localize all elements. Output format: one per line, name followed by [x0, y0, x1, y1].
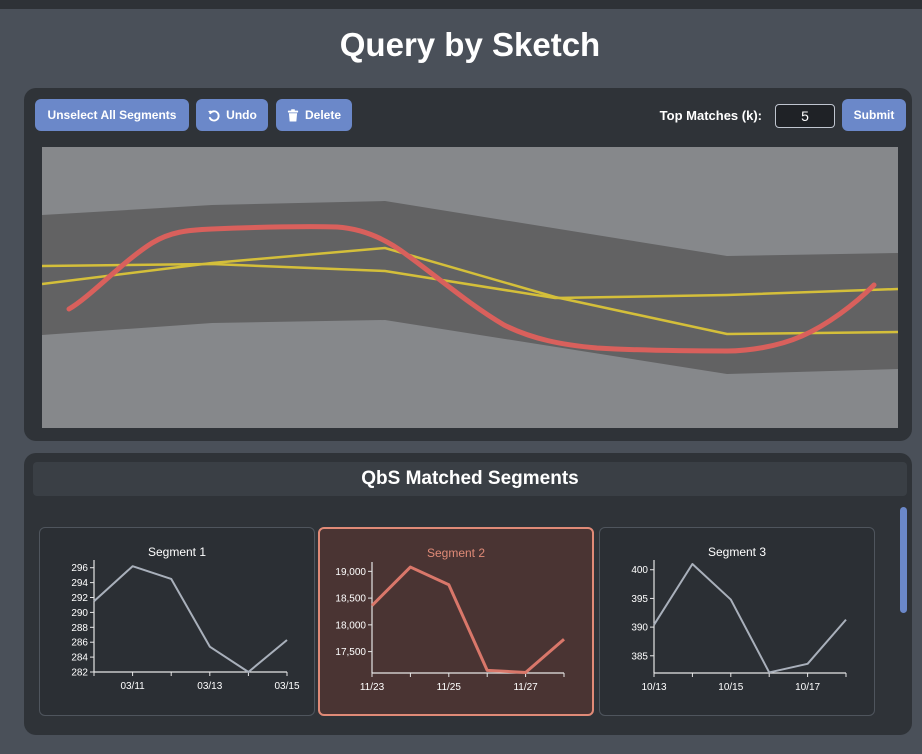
series-line	[653, 563, 847, 674]
undo-icon	[208, 109, 220, 121]
x-tick-label: 10/13	[641, 682, 666, 693]
submit-label: Submit	[853, 108, 895, 122]
y-tick-label: 290	[71, 608, 88, 619]
segment-2-chart: 19,000 18,500 18,000 17,500 11/23 11/25 11/27	[335, 562, 565, 693]
sketch-guide-line-2	[42, 246, 898, 336]
y-tick-label: 395	[631, 594, 648, 605]
y-tick-label: 17,500	[335, 647, 366, 658]
segment-card-1[interactable]: Segment 1 296 294 292 290 288 286 284 282 03/11 0…	[39, 527, 315, 716]
top-matches-label: Top Matches (k):	[659, 108, 762, 123]
delete-label: Delete	[304, 108, 342, 122]
trash-icon	[287, 108, 299, 121]
sketch-range-band	[42, 201, 898, 374]
series-line	[93, 565, 288, 673]
sketch-stroke	[66, 224, 877, 354]
x-tick-label: 03/13	[197, 681, 222, 692]
y-tick-label: 284	[71, 653, 88, 664]
segment-3-title: Segment 3	[707, 545, 767, 559]
top-matches-input[interactable]	[775, 104, 835, 128]
x-tick-label: 03/11	[120, 681, 145, 692]
matched-segments-heading: QbS Matched Segments	[33, 462, 907, 496]
x-tick-label: 10/15	[718, 682, 743, 693]
y-tick-label: 288	[71, 623, 88, 634]
y-tick-label: 294	[71, 578, 88, 589]
segment-1-chart: 296 294 292 290 288 286 284 282 03/11 03/13 03/15	[71, 560, 300, 692]
results-scrollbar[interactable]	[900, 507, 907, 613]
x-tick-label: 03/15	[274, 681, 299, 692]
y-tick-label: 390	[631, 623, 648, 634]
segment-3-chart: 400 395 390 385 10/13 10/15 10/17	[631, 560, 847, 693]
page-title: Query by Sketch	[339, 26, 601, 63]
undo-label: Undo	[226, 108, 257, 122]
y-tick-label: 385	[631, 651, 648, 662]
segment-card-3[interactable]: Segment 3 400 395 390 385 10/13 10/15 10/17	[599, 527, 875, 716]
y-tick-label: 18,000	[335, 620, 366, 631]
sketch-canvas[interactable]	[42, 147, 898, 428]
x-tick-label: 11/27	[513, 682, 538, 693]
x-tick-label: 11/25	[437, 682, 462, 693]
segment-1-title: Segment 1	[147, 545, 207, 559]
y-tick-label: 18,500	[335, 594, 366, 605]
y-tick-label: 400	[631, 565, 648, 576]
y-tick-label: 19,000	[335, 567, 366, 578]
x-tick-label: 10/17	[795, 682, 820, 693]
segment-card-2[interactable]: Segment 2 19,000 18,500 18,000 17,500 11/23 1…	[318, 527, 594, 716]
submit-button[interactable]: Submit	[842, 99, 906, 131]
x-tick-label: 11/23	[360, 682, 385, 693]
sketch-guide-line-1	[42, 262, 898, 300]
unselect-all-label: Unselect All Segments	[47, 108, 177, 122]
top-bar	[0, 0, 922, 9]
unselect-all-segments-button[interactable]: Unselect All Segments	[35, 99, 189, 131]
y-tick-label: 296	[71, 563, 88, 574]
matched-segments-title: QbS Matched Segments	[361, 468, 579, 489]
undo-button[interactable]: Undo	[196, 99, 268, 131]
y-tick-label: 286	[71, 638, 88, 649]
y-tick-label: 292	[71, 593, 88, 604]
delete-button[interactable]: Delete	[276, 99, 352, 131]
y-tick-label: 282	[71, 668, 88, 679]
segment-2-title: Segment 2	[426, 546, 486, 560]
series-line	[370, 565, 565, 674]
